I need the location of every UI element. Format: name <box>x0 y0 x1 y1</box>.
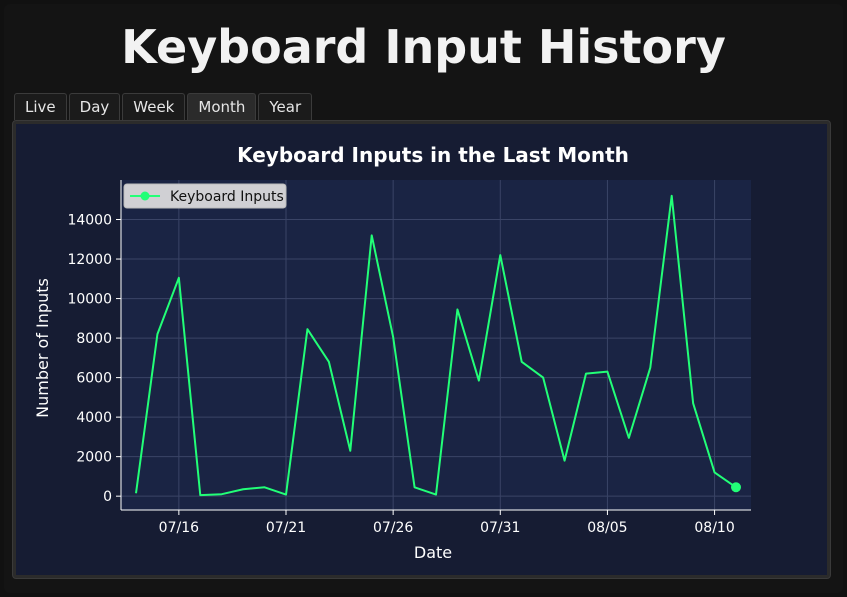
y-tick-label: 14000 <box>67 213 112 229</box>
tick-labels: 0 2000 4000 6000 8000 10000 12000 14000 07/16 07/… <box>67 213 734 536</box>
x-tick-label: 07/31 <box>480 520 520 536</box>
x-tick-label: 07/26 <box>373 520 413 536</box>
chart-title: Keyboard Inputs in the Last Month <box>237 143 629 167</box>
y-tick-label: 4000 <box>76 410 112 426</box>
x-tick-label: 07/21 <box>266 520 306 536</box>
grid-lines <box>121 180 751 510</box>
page-title: Keyboard Input History <box>121 20 726 74</box>
y-tick-label: 0 <box>103 489 112 505</box>
latest-point-marker <box>731 482 741 493</box>
tab-live[interactable]: Live <box>14 93 67 120</box>
series-layer <box>135 194 741 497</box>
range-tabs: Live Day Week Month Year <box>14 93 313 120</box>
y-tick-label: 10000 <box>67 292 112 308</box>
tab-week[interactable]: Week <box>122 93 186 120</box>
tab-year[interactable]: Year <box>258 93 313 120</box>
y-tick-label: 12000 <box>67 252 112 268</box>
legend: Keyboard Inputs <box>123 183 287 209</box>
tab-month[interactable]: Month <box>187 93 257 120</box>
axes <box>120 180 751 511</box>
y-tick-label: 8000 <box>76 331 112 347</box>
legend-box <box>123 183 287 209</box>
x-tick-label: 08/10 <box>694 520 734 536</box>
line-chart: 0 2000 4000 6000 8000 10000 12000 14000 07/16 07/… <box>33 143 751 562</box>
legend-marker-icon <box>140 191 150 201</box>
y-tick-label: 6000 <box>76 371 112 387</box>
tab-day[interactable]: Day <box>68 93 121 120</box>
legend-entry: Keyboard Inputs <box>170 189 284 205</box>
chart-panel: 0 2000 4000 6000 8000 10000 12000 14000 07/16 07/… <box>12 120 831 579</box>
plot-background <box>121 180 751 510</box>
x-axis-label: Date <box>414 543 452 562</box>
x-tick-label: 07/16 <box>159 520 199 536</box>
x-tick-label: 08/05 <box>587 520 627 536</box>
y-tick-label: 2000 <box>76 450 112 466</box>
y-axis-label: Number of Inputs <box>33 278 52 418</box>
chart-canvas: 0 2000 4000 6000 8000 10000 12000 14000 07/16 07/… <box>16 124 827 575</box>
